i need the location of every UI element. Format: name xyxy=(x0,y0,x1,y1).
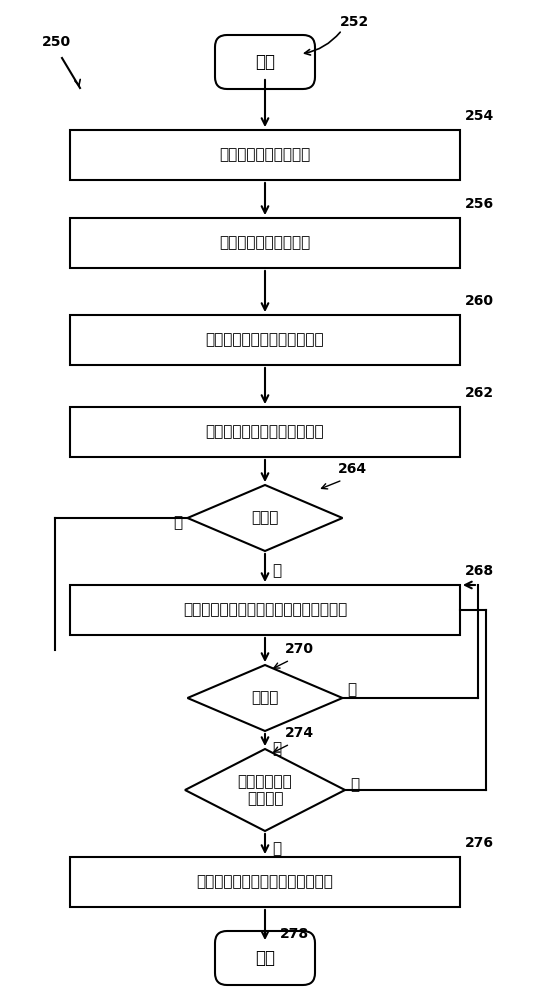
Bar xyxy=(70,407,460,457)
FancyBboxPatch shape xyxy=(215,931,315,985)
Bar xyxy=(70,130,460,180)
Text: 是否读取更多
的字符？: 是否读取更多 的字符？ xyxy=(237,774,292,806)
Polygon shape xyxy=(188,665,343,731)
Bar xyxy=(70,585,460,635)
Text: 260: 260 xyxy=(465,294,494,308)
Text: 读取第二个序列的第一个字符: 读取第二个序列的第一个字符 xyxy=(206,424,324,440)
Bar xyxy=(70,315,460,365)
Text: 相同？: 相同？ xyxy=(251,510,279,526)
Text: 是: 是 xyxy=(350,778,359,792)
Text: 显示第一和第二序列的同源性水平: 显示第一和第二序列的同源性水平 xyxy=(197,874,333,890)
Text: 254: 254 xyxy=(465,109,494,123)
Text: 否: 否 xyxy=(272,741,282,756)
Text: 270: 270 xyxy=(285,642,314,656)
Bar xyxy=(70,218,460,268)
Text: 是: 是 xyxy=(272,563,282,578)
Text: 相同？: 相同？ xyxy=(251,690,279,706)
Polygon shape xyxy=(188,485,343,551)
Text: 否: 否 xyxy=(272,841,282,856)
Text: 264: 264 xyxy=(338,462,367,476)
Text: 256: 256 xyxy=(465,197,494,211)
Text: 274: 274 xyxy=(285,726,314,740)
FancyBboxPatch shape xyxy=(215,35,315,89)
Text: 268: 268 xyxy=(465,564,494,578)
Text: 否: 否 xyxy=(174,516,183,530)
Text: 读取第一个序列的第一个字符: 读取第一个序列的第一个字符 xyxy=(206,332,324,348)
Text: 是: 是 xyxy=(348,682,357,698)
Text: 250: 250 xyxy=(42,35,71,49)
Text: 读取第一个序列和第二序列的下一个字符: 读取第一个序列和第二序列的下一个字符 xyxy=(183,602,347,617)
Text: 起始: 起始 xyxy=(255,53,275,71)
Text: 276: 276 xyxy=(465,836,494,850)
Bar xyxy=(70,857,460,907)
Text: 储存第一序列到存储器: 储存第一序列到存储器 xyxy=(220,147,311,162)
Text: 储存第二序列到存储器: 储存第二序列到存储器 xyxy=(220,235,311,250)
Polygon shape xyxy=(185,749,345,831)
Text: 252: 252 xyxy=(340,15,369,29)
Text: 262: 262 xyxy=(465,386,494,400)
Text: 278: 278 xyxy=(280,927,309,941)
Text: 结束: 结束 xyxy=(255,949,275,967)
